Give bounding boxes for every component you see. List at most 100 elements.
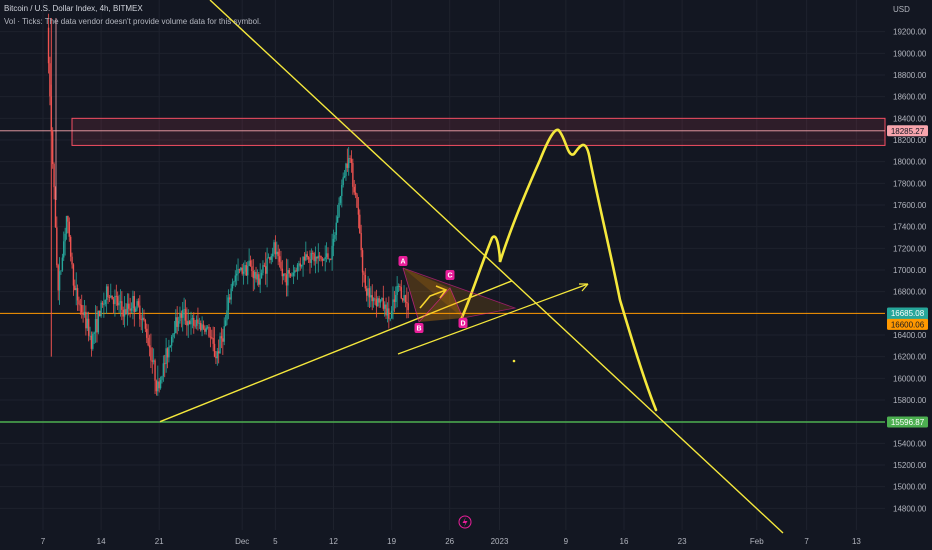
candle-body bbox=[168, 346, 170, 358]
candle-body bbox=[229, 297, 231, 300]
candle-body bbox=[82, 312, 84, 316]
y-tick-label: 16800.00 bbox=[893, 288, 927, 297]
candle-body bbox=[400, 287, 402, 299]
candle-body bbox=[170, 336, 173, 346]
candle-body bbox=[244, 265, 246, 272]
y-axis-currency: USD bbox=[893, 5, 910, 14]
y-tick-label: 18000.00 bbox=[893, 158, 927, 167]
projection-arrow-line bbox=[397, 283, 589, 355]
resistance-zone-box bbox=[71, 117, 886, 146]
candle-body bbox=[151, 360, 153, 362]
candle-body bbox=[85, 311, 87, 329]
candle-body bbox=[193, 318, 195, 326]
candle-body bbox=[397, 285, 400, 287]
candle-body bbox=[150, 347, 152, 361]
y-tick-label: 17800.00 bbox=[893, 179, 927, 188]
candle-body bbox=[180, 313, 183, 318]
candle-body bbox=[359, 214, 361, 234]
x-tick-label: 14 bbox=[97, 537, 106, 546]
candle-body bbox=[190, 319, 192, 325]
candle-body bbox=[157, 381, 159, 392]
candle-body bbox=[342, 177, 344, 186]
candle-body bbox=[56, 227, 58, 266]
candle-body bbox=[186, 320, 188, 326]
candle-body bbox=[263, 265, 266, 267]
ascending-trendline bbox=[159, 280, 513, 423]
candle-body bbox=[407, 303, 409, 311]
candle-body bbox=[64, 233, 66, 242]
candle-body bbox=[208, 326, 210, 337]
candle-body bbox=[281, 268, 284, 277]
candle-body bbox=[375, 299, 378, 307]
candle-body bbox=[215, 356, 217, 359]
candle-body bbox=[339, 196, 342, 203]
candle-body bbox=[200, 323, 202, 331]
candle-body bbox=[184, 309, 187, 321]
candle-body bbox=[130, 308, 133, 311]
candle-body bbox=[388, 308, 390, 319]
candle-body bbox=[382, 298, 384, 309]
candle-body bbox=[291, 275, 293, 277]
candle-body bbox=[269, 257, 271, 260]
candle-body bbox=[335, 222, 337, 235]
candle-body bbox=[300, 264, 303, 267]
lightning-icon-ring bbox=[458, 515, 472, 529]
y-tick-label: 17200.00 bbox=[893, 244, 927, 253]
candle-body bbox=[86, 318, 88, 329]
candle-body bbox=[367, 288, 369, 296]
candle-body bbox=[183, 309, 185, 311]
candle-body bbox=[67, 215, 69, 222]
candle-body bbox=[345, 163, 347, 176]
y-tick-label: 15000.00 bbox=[893, 483, 927, 492]
candle-body bbox=[374, 298, 376, 300]
y-tick-label: 15400.00 bbox=[893, 439, 927, 448]
price-axis[interactable]: 14800.0015000.0015200.0015400.0015600.00… bbox=[893, 5, 927, 513]
candle-body bbox=[197, 319, 199, 324]
pattern-wedge bbox=[402, 267, 517, 319]
candle-body bbox=[93, 332, 95, 334]
candle-body bbox=[390, 310, 393, 319]
candle-body bbox=[159, 379, 162, 389]
candle-body bbox=[121, 301, 123, 310]
candle-body bbox=[313, 253, 315, 262]
candle-body bbox=[212, 337, 214, 344]
candle-body bbox=[238, 269, 241, 271]
candle-body bbox=[371, 295, 373, 302]
candle-body bbox=[217, 351, 220, 354]
price-label-text: 15596.87 bbox=[891, 418, 925, 427]
candle-body bbox=[234, 275, 236, 282]
candle-body bbox=[107, 286, 109, 298]
candle-body bbox=[87, 318, 90, 336]
pattern-label-d: D bbox=[460, 321, 465, 328]
candle-body bbox=[368, 288, 371, 298]
candle-body bbox=[101, 302, 104, 305]
candle-body bbox=[108, 297, 111, 298]
candle-body bbox=[89, 335, 91, 337]
candle-body bbox=[317, 255, 319, 259]
x-tick-label: 7 bbox=[804, 537, 809, 546]
candle-body bbox=[222, 338, 224, 342]
y-tick-label: 17000.00 bbox=[893, 266, 927, 275]
candle-body bbox=[140, 319, 142, 321]
candle-body bbox=[63, 241, 65, 258]
candle-body bbox=[219, 336, 221, 354]
candle-body bbox=[352, 162, 354, 187]
x-tick-label: 26 bbox=[445, 537, 454, 546]
candle-body bbox=[206, 326, 209, 328]
candle-body bbox=[327, 253, 329, 260]
y-tick-label: 14800.00 bbox=[893, 504, 927, 513]
x-tick-label: 16 bbox=[620, 537, 629, 546]
candle-body bbox=[299, 263, 301, 267]
candle-body bbox=[191, 318, 194, 320]
candle-body bbox=[262, 265, 264, 273]
candle-body bbox=[172, 333, 174, 337]
candle-body bbox=[133, 296, 135, 312]
symbol-title[interactable]: Bitcoin / U.S. Dollar Index, 4h, BITMEX bbox=[4, 4, 143, 13]
candle-body bbox=[404, 295, 407, 302]
time-axis[interactable]: 7 14 21 Dec 5 12 19 26 2023 9 16 23 Feb 7 13 bbox=[41, 537, 862, 546]
lightning-icon[interactable] bbox=[458, 515, 472, 529]
price-label-box bbox=[887, 416, 928, 428]
y-tick-label: 17600.00 bbox=[893, 201, 927, 210]
